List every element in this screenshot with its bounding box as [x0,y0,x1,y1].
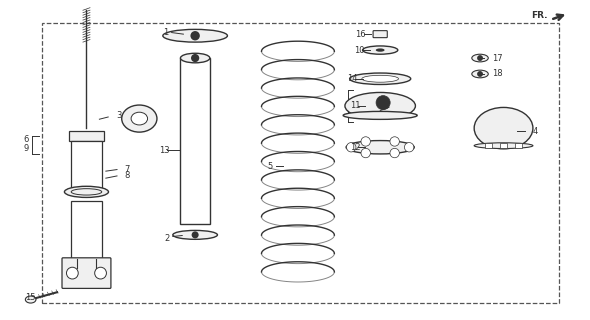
Ellipse shape [376,48,385,52]
Text: 2: 2 [164,234,169,243]
Text: 18: 18 [492,69,503,78]
Text: 3: 3 [116,111,121,120]
Bar [486,143,493,148]
Ellipse shape [122,105,157,132]
Text: 13: 13 [159,146,169,155]
Text: 14: 14 [347,74,357,83]
Ellipse shape [71,189,101,195]
Circle shape [390,148,399,158]
Ellipse shape [474,108,533,149]
FancyBboxPatch shape [62,258,111,288]
Bar [514,143,522,148]
Circle shape [477,55,483,61]
Bar [71,201,101,268]
Ellipse shape [343,111,417,119]
Circle shape [404,142,414,152]
Text: 6: 6 [24,135,29,144]
Ellipse shape [181,53,210,63]
Ellipse shape [163,29,227,42]
Text: 7: 7 [124,165,130,174]
Ellipse shape [474,143,533,148]
Bar [181,58,210,224]
Circle shape [67,267,78,279]
Text: 10: 10 [354,45,364,55]
FancyBboxPatch shape [69,131,104,141]
Text: 4: 4 [533,127,538,136]
Text: 5: 5 [267,162,273,171]
Text: 1: 1 [163,28,168,37]
Ellipse shape [346,140,414,154]
Ellipse shape [64,186,109,197]
Ellipse shape [345,92,415,119]
Ellipse shape [131,112,148,125]
Bar [500,143,507,148]
Circle shape [361,137,371,146]
Ellipse shape [173,230,218,239]
Ellipse shape [363,46,398,54]
Ellipse shape [362,75,398,82]
Circle shape [390,137,399,146]
Text: 17: 17 [492,53,503,62]
Ellipse shape [25,296,36,303]
FancyBboxPatch shape [373,31,387,38]
Text: 15: 15 [25,292,35,301]
Ellipse shape [472,70,489,78]
Circle shape [94,267,106,279]
Circle shape [376,96,390,110]
Circle shape [191,31,200,40]
Circle shape [361,148,371,158]
Circle shape [192,231,199,238]
Ellipse shape [350,73,411,84]
Circle shape [477,71,483,77]
Ellipse shape [472,54,489,62]
Text: 16: 16 [356,30,366,39]
Bar [71,141,101,192]
Circle shape [191,54,199,62]
Text: 11: 11 [350,101,360,110]
Text: 8: 8 [124,172,130,180]
Bar [42,23,559,303]
Circle shape [346,142,356,152]
Text: FR.: FR. [531,12,548,20]
Text: 12: 12 [350,143,360,152]
Text: 9: 9 [24,144,29,153]
